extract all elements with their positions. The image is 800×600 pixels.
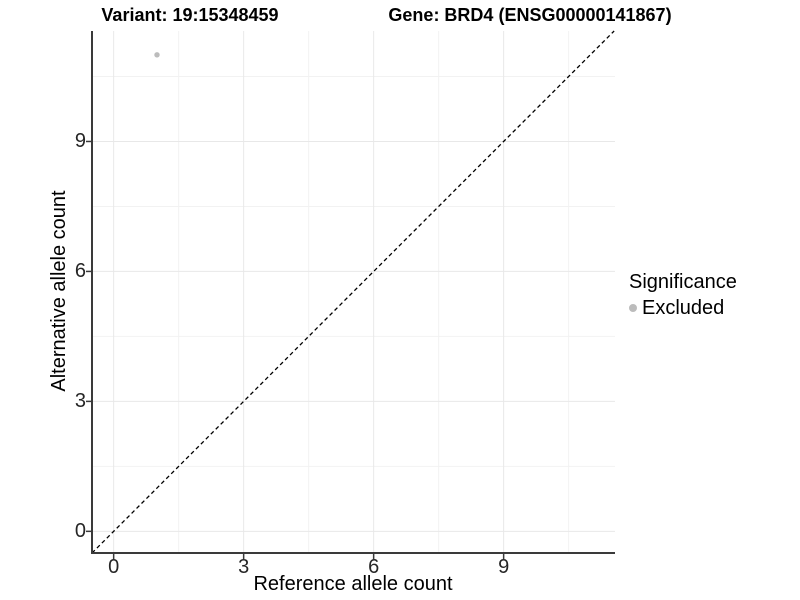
x-tick-label: 3 [238,556,250,578]
figure-title-variant: Variant: 19:15348459 [101,5,279,25]
data-point [154,52,160,58]
y-tick-label: 6 [74,260,86,283]
figure-title-gene: Gene: BRD4 (ENSG00000141867) [388,5,672,25]
y-tick-label: 0 [74,520,86,543]
x-tick-label: 9 [498,556,510,578]
x-tick-label: 6 [368,556,380,578]
y-tick-label: 9 [74,130,86,153]
y-axis-title: Alternative allele count [48,190,70,392]
x-axis-title: Reference allele count [253,573,453,595]
legend-item: Excluded [629,296,737,320]
plot-panel [86,30,615,559]
x-tick-label: 0 [108,556,120,578]
diagonal-reference-line [91,30,615,554]
legend-item-label: Excluded [642,297,725,319]
legend: Significance Excluded [629,270,737,320]
legend-title: Significance [629,271,737,293]
y-tick-label: 3 [74,390,86,413]
legend-point-icon [629,304,637,312]
